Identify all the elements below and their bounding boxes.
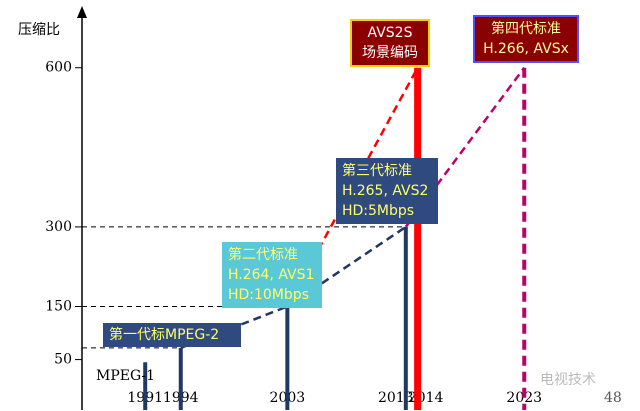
- x-tick-label: 2014: [408, 390, 444, 406]
- y-tick-label: 50: [54, 352, 72, 368]
- bar: [143, 362, 148, 410]
- bar: [285, 306, 290, 410]
- annotation-box: [103, 323, 241, 347]
- annotation-text: MPEG-1: [96, 368, 155, 384]
- annotation-box: [350, 19, 430, 67]
- trend-line: [180, 225, 407, 350]
- annotation-text: H.264, AVS1: [228, 267, 314, 283]
- annotation-box: [336, 158, 438, 224]
- annotation-text: 第二代标准: [228, 246, 298, 263]
- annotation-text: 第三代标准: [342, 162, 412, 179]
- y-tick-label: 600: [45, 60, 72, 76]
- annotation-box: [473, 15, 579, 63]
- annotation-text: HD:5Mbps: [342, 203, 414, 219]
- annotation-text: 第一代标MPEG-2: [109, 326, 219, 343]
- annotation-text: H.265, AVS2: [342, 183, 428, 199]
- bar: [414, 67, 422, 410]
- y-tick-label: 150: [45, 299, 72, 315]
- page-number: 48: [604, 390, 622, 406]
- bar: [403, 226, 408, 410]
- annotation-text: HD:10Mbps: [228, 287, 309, 303]
- annotation-text: 场景编码: [362, 45, 418, 61]
- annotation-box: [222, 242, 322, 308]
- annotation-text: 第四代标准: [491, 20, 561, 37]
- annotation-text: H.266, AVSx: [483, 41, 569, 57]
- y-tick-label: 300: [45, 219, 72, 235]
- y-axis-arrow: [77, 6, 87, 18]
- bar: [178, 347, 183, 410]
- x-tick-label: 2023: [506, 390, 542, 406]
- y-axis-label: 压缩比: [18, 22, 60, 38]
- watermark: 电视技术: [540, 372, 596, 388]
- annotation-text: AVS2S: [368, 25, 413, 41]
